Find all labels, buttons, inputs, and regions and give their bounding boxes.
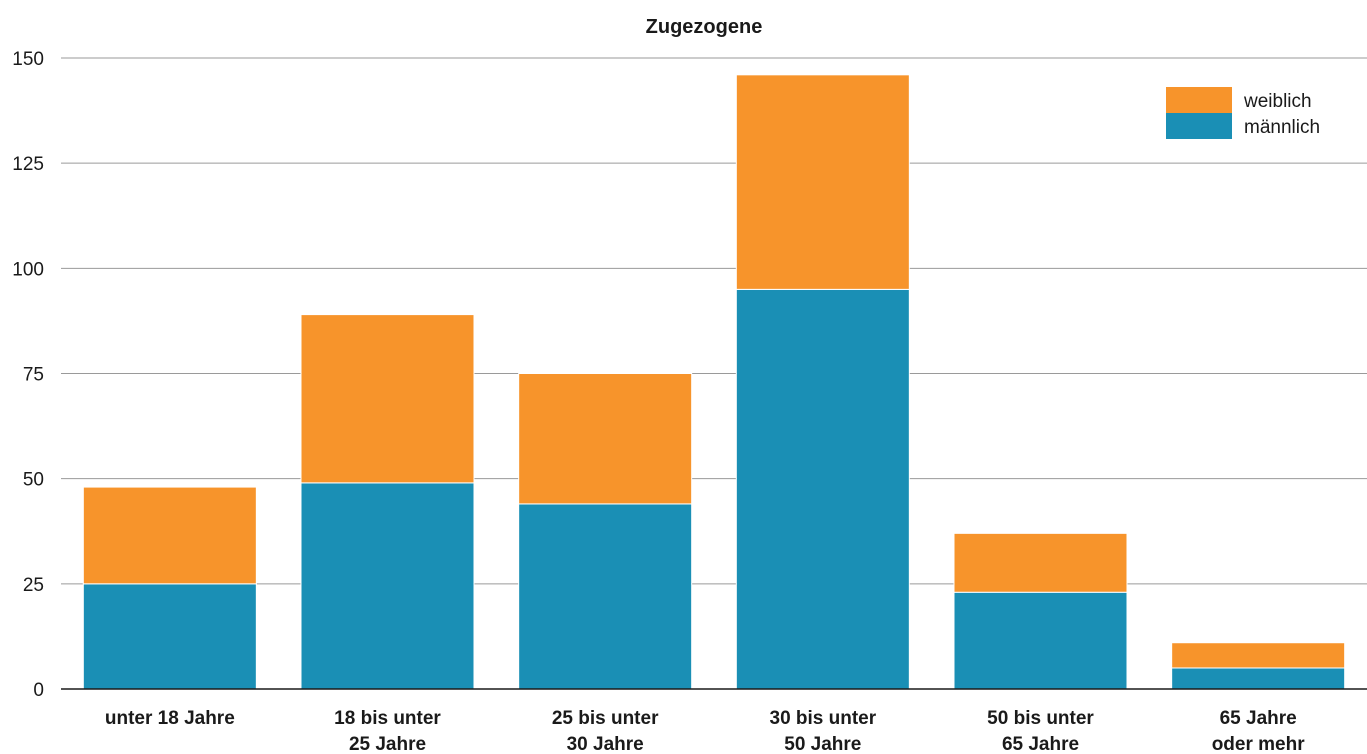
- bar-maennlich-2: [518, 503, 693, 690]
- bar-weiblich-3: [735, 74, 910, 290]
- y-tick-label: 75: [23, 365, 44, 386]
- x-tick-label: 65 Jahre oder mehr: [1212, 708, 1306, 754]
- chart-title: Zugezogene: [646, 16, 763, 38]
- bar-maennlich-5: [1171, 667, 1346, 690]
- x-tick-label: 18 bis unter 25 Jahre: [334, 708, 441, 754]
- y-axis-ticks: 0 25 50 75 100 125 150: [12, 49, 44, 701]
- x-axis-ticks: unter 18 Jahre 18 bis unter 25 Jahre 25 bis…: [105, 708, 1305, 754]
- bar-maennlich-1: [300, 482, 475, 690]
- legend-swatch-maennlich: [1166, 113, 1232, 139]
- legend: weiblich männlich: [1166, 87, 1320, 139]
- bar-maennlich-3: [735, 288, 910, 690]
- legend-label: weiblich: [1243, 91, 1312, 112]
- y-tick-label: 125: [12, 154, 44, 175]
- x-tick-label: 30 bis unter 50 Jahre: [770, 708, 877, 754]
- bar-weiblich-0: [82, 486, 257, 585]
- y-tick-label: 150: [12, 49, 44, 70]
- bar-maennlich-4: [953, 591, 1128, 690]
- legend-swatch-weiblich: [1166, 87, 1232, 113]
- x-tick-label: 50 bis unter 65 Jahre: [987, 708, 1094, 754]
- y-tick-label: 50: [23, 470, 44, 491]
- bar-weiblich-4: [953, 532, 1128, 593]
- x-tick-label: unter 18 Jahre: [105, 708, 235, 729]
- legend-label: männlich: [1244, 117, 1320, 138]
- grid-layer: [61, 57, 1367, 585]
- bar-weiblich-5: [1171, 642, 1346, 669]
- bar-weiblich-2: [518, 373, 693, 505]
- bar-weiblich-1: [300, 314, 475, 484]
- x-tick-label: 25 bis unter 30 Jahre: [552, 708, 659, 754]
- bar-maennlich-0: [82, 583, 257, 690]
- y-tick-label: 0: [33, 680, 44, 701]
- y-tick-label: 100: [12, 259, 44, 280]
- y-tick-label: 25: [23, 575, 44, 596]
- bars: [82, 74, 1346, 690]
